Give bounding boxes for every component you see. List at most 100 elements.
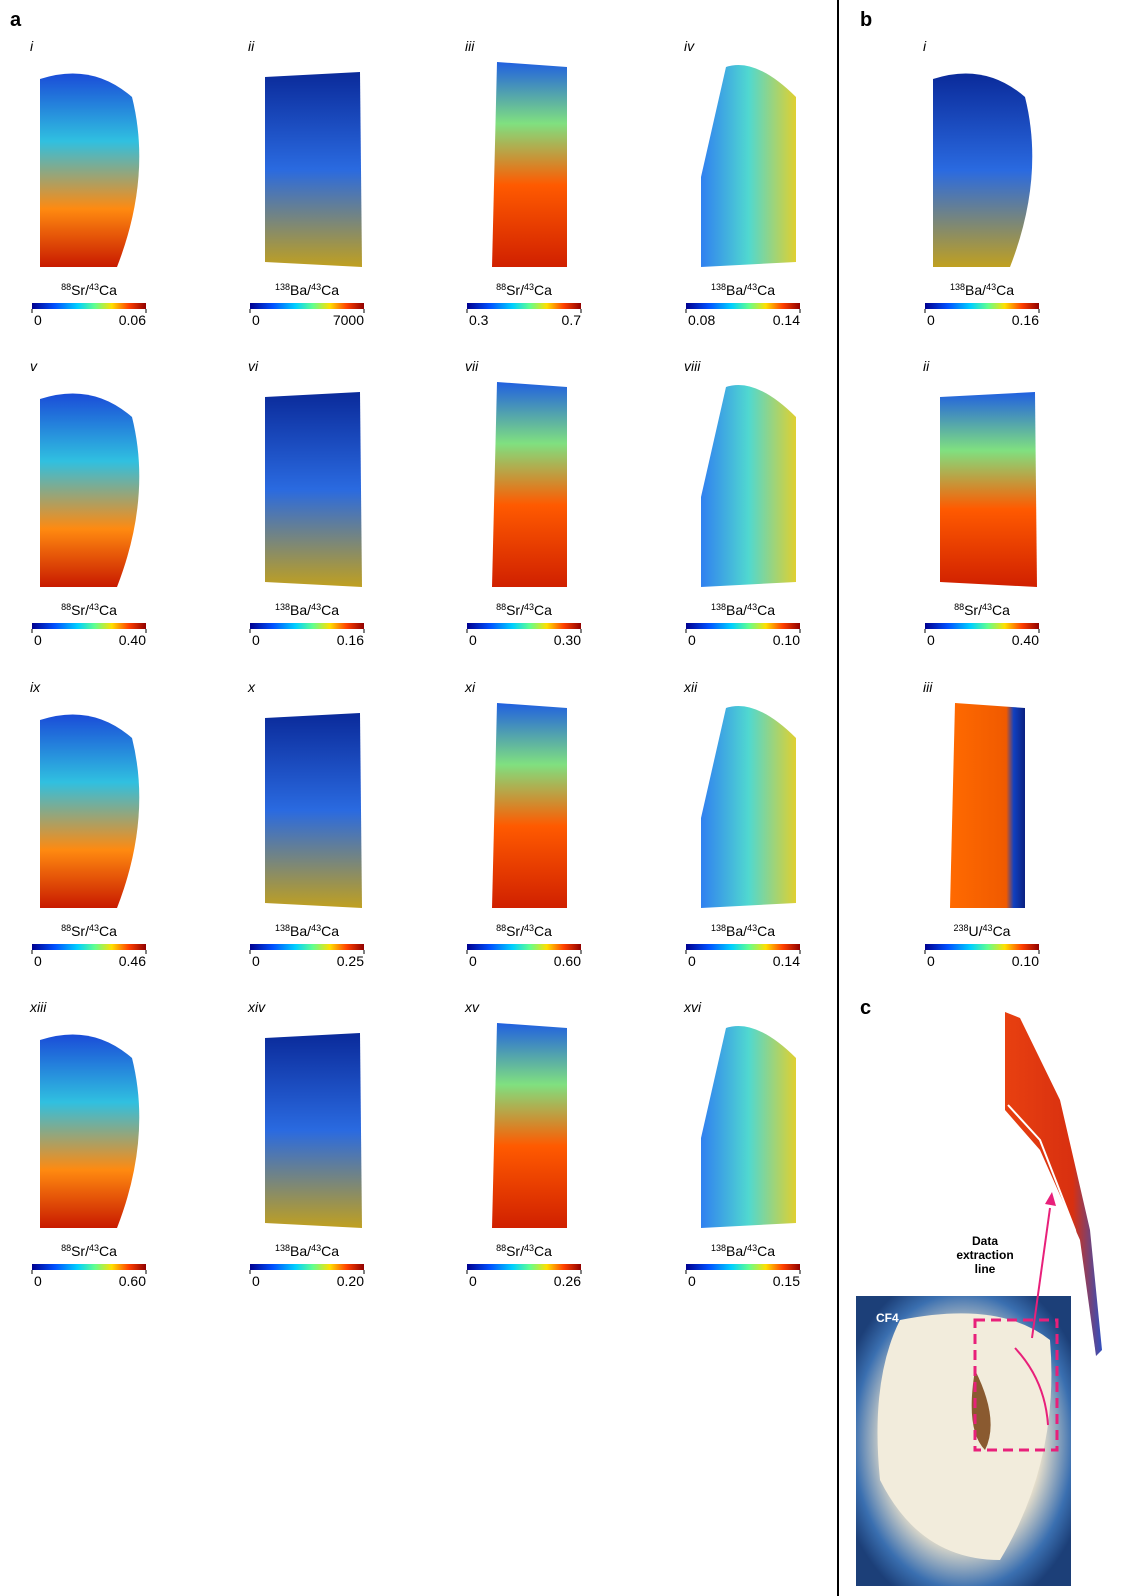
map-numeral: xvi [683, 999, 702, 1015]
colorbar [925, 303, 1039, 309]
colorbar [686, 303, 800, 309]
colorbar-min: 0 [469, 953, 477, 969]
label-part: Ca [757, 602, 775, 618]
map-numeral: xiv [247, 999, 266, 1015]
label-part: 138 [275, 602, 290, 612]
elemental-map [701, 706, 796, 908]
label-part: Ca [757, 1243, 775, 1259]
label-part: Ca [993, 923, 1011, 939]
elemental-map [40, 393, 139, 587]
label-part: 43 [89, 282, 99, 292]
label-part: U/ [969, 923, 983, 939]
colorbar [32, 944, 146, 950]
colorbar-min: 0 [927, 312, 935, 328]
colorbar [250, 944, 364, 950]
label-part: 138 [950, 282, 965, 292]
colorbar [32, 303, 146, 309]
label-part: Ca [99, 923, 117, 939]
colorbar-max: 0.25 [337, 953, 364, 969]
label-part: 43 [982, 602, 992, 612]
label-part: 43 [311, 602, 321, 612]
label-part: 138 [711, 923, 726, 933]
map-numeral: xv [464, 999, 480, 1015]
label-part: Sr/ [71, 282, 89, 298]
label-part: Ca [321, 602, 339, 618]
label-part: 138 [275, 282, 290, 292]
label-part: 88 [496, 1243, 506, 1253]
label-part: 43 [524, 923, 534, 933]
colorbar-min: 0 [252, 632, 260, 648]
colorbar-label: 88Sr/43Ca [954, 602, 1010, 618]
label-part: 88 [61, 1243, 71, 1253]
page: {"panels": [ {"letter": "a", "maps": [ {… [0, 0, 1123, 1596]
label-part: Sr/ [506, 282, 524, 298]
colorbar-label: 138Ba/43Ca [711, 282, 775, 298]
panel-letter: c [860, 997, 871, 1019]
colorbar-min: 0 [688, 953, 696, 969]
colorbar-max: 0.7 [562, 312, 582, 328]
colorbar-max: 0.40 [1012, 632, 1039, 648]
colorbar [925, 623, 1039, 629]
map-numeral: ix [30, 679, 41, 695]
label-part: Sr/ [506, 602, 524, 618]
label-part: 88 [496, 923, 506, 933]
label-part: 88 [496, 282, 506, 292]
annotation: line [975, 1262, 996, 1276]
colorbar-label: 88Sr/43Ca [496, 602, 552, 618]
elemental-map [950, 703, 1025, 908]
colorbar-max: 0.60 [119, 1273, 146, 1289]
elemental-map [265, 72, 362, 267]
colorbar-label: 88Sr/43Ca [61, 282, 117, 298]
colorbar [686, 623, 800, 629]
map-numeral: xi [464, 679, 476, 695]
colorbar-label: 138Ba/43Ca [711, 602, 775, 618]
colorbar-max: 0.16 [337, 632, 364, 648]
label-part: Ba/ [290, 1243, 311, 1259]
colorbar-max: 0.15 [773, 1273, 800, 1289]
panel-letter: a [10, 9, 22, 31]
colorbar [250, 1264, 364, 1270]
colorbar-max: 0.20 [337, 1273, 364, 1289]
label-part: 43 [89, 923, 99, 933]
label-part: Ba/ [290, 923, 311, 939]
colorbar-min: 0 [469, 632, 477, 648]
label-part: Ca [534, 923, 552, 939]
label-part: 138 [711, 282, 726, 292]
label-part: Ca [99, 282, 117, 298]
colorbar-min: 0 [469, 1273, 477, 1289]
colorbar-max: 0.46 [119, 953, 146, 969]
colorbar-max: 0.14 [773, 312, 800, 328]
colorbar [686, 944, 800, 950]
label-part: 43 [311, 1243, 321, 1253]
colorbar-max: 0.10 [1012, 953, 1039, 969]
colorbar-label: 88Sr/43Ca [61, 923, 117, 939]
map-numeral: i [30, 38, 34, 54]
colorbar-min: 0 [688, 632, 696, 648]
colorbar-label: 88Sr/43Ca [496, 923, 552, 939]
colorbar-label: 138Ba/43Ca [711, 923, 775, 939]
colorbar [250, 303, 364, 309]
label-part: Ca [321, 1243, 339, 1259]
label-part: 43 [89, 1243, 99, 1253]
elemental-map [265, 1033, 362, 1228]
elemental-map [701, 65, 796, 267]
colorbar-label: 138Ba/43Ca [275, 1243, 339, 1259]
label-part: Ca [534, 602, 552, 618]
colorbar-max: 0.10 [773, 632, 800, 648]
colorbar-label: 88Sr/43Ca [496, 1243, 552, 1259]
colorbar [32, 623, 146, 629]
label-part: Ca [321, 282, 339, 298]
elemental-map [701, 1026, 796, 1228]
colorbar-min: 0 [927, 632, 935, 648]
label-part: 88 [496, 602, 506, 612]
label-part: 43 [524, 1243, 534, 1253]
colorbar [467, 1264, 581, 1270]
map-numeral: iv [684, 38, 695, 54]
colorbar [467, 944, 581, 950]
colorbar-label: 138Ba/43Ca [950, 282, 1014, 298]
label-part: Ca [99, 602, 117, 618]
colorbar-min: 0 [252, 953, 260, 969]
colorbar-max: 0.40 [119, 632, 146, 648]
colorbar-label: 88Sr/43Ca [61, 602, 117, 618]
label-part: 43 [747, 282, 757, 292]
